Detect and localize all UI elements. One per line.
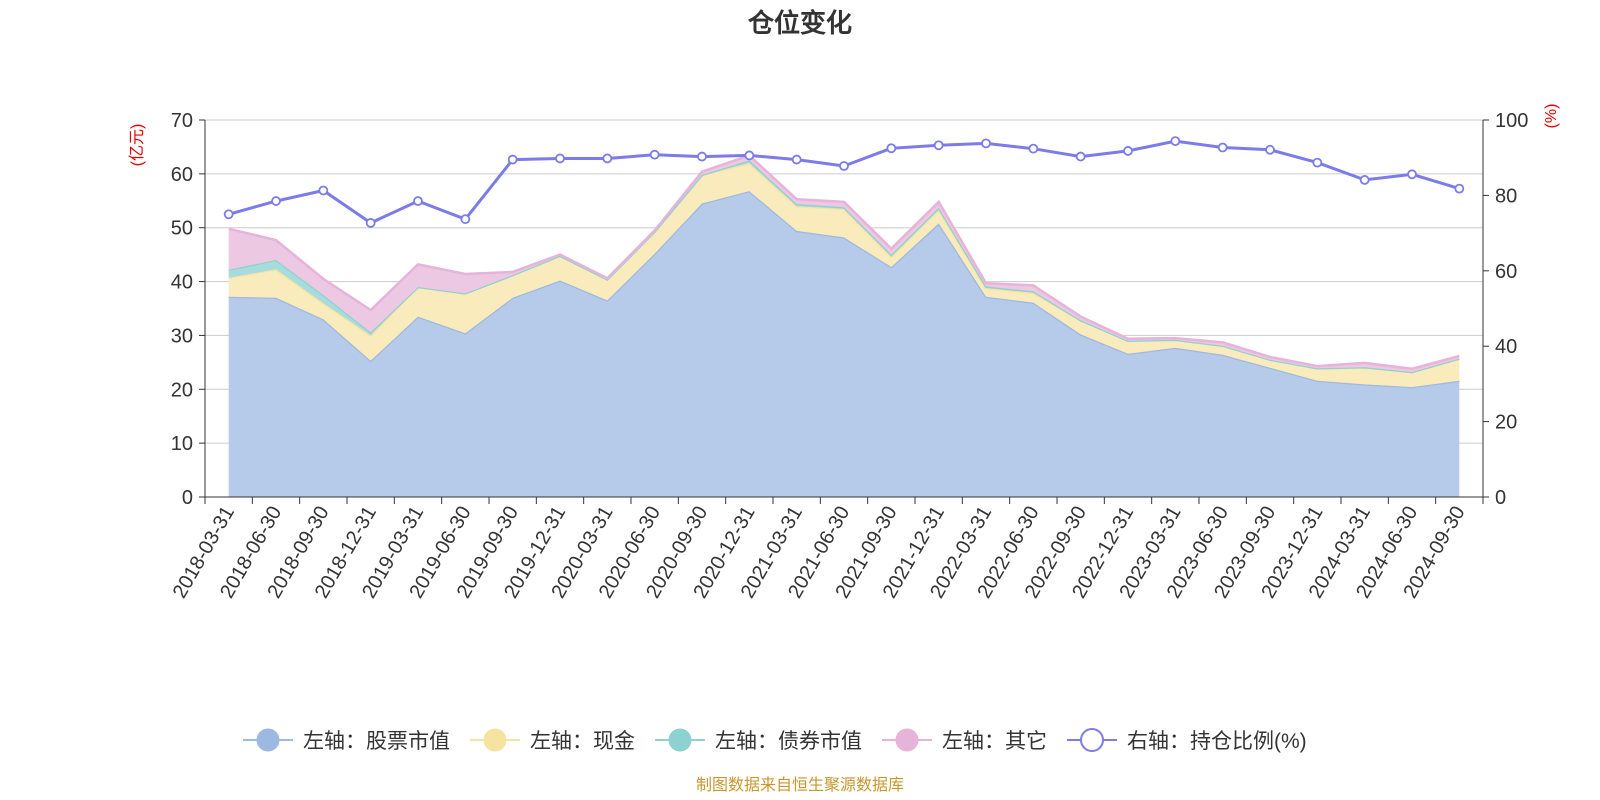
holding-ratio-point (1407, 169, 1417, 180)
area-line-3 (228, 154, 1460, 371)
legend-label: 左轴：现金 (530, 730, 635, 753)
holding-ratio-point (602, 153, 613, 164)
legend-marker (1080, 728, 1104, 752)
legend-label: 左轴：其它 (942, 730, 1047, 753)
left-tick-label: 20 (171, 379, 193, 401)
holding-ratio-point (886, 143, 897, 154)
holding-ratio-point (365, 218, 376, 228)
data-source-note: 制图数据来自恒生聚源数据库 (696, 776, 904, 794)
holding-ratio-point (413, 196, 423, 206)
holding-ratio-point (1454, 183, 1465, 194)
holding-ratio-point (791, 154, 802, 165)
area-0 (228, 191, 1460, 497)
left-tick-label: 30 (171, 325, 193, 347)
holding-ratio-point (649, 149, 660, 160)
holding-ratio-point (555, 153, 565, 164)
right-tick-label: 40 (1495, 336, 1517, 358)
legend: 左轴：股票市值 左轴：现金 左轴：债券市值 左轴：其它 右轴：持仓比例(%) (243, 728, 1307, 753)
holding-ratio-point (1028, 143, 1039, 154)
holding-ratio-point (981, 138, 991, 149)
holding-ratio-point (507, 154, 518, 165)
holding-ratio-point (1075, 151, 1086, 162)
holding-ratio-point (223, 209, 234, 220)
left-tick-label: 60 (171, 164, 193, 186)
holding-ratio-point (1217, 142, 1228, 153)
left-tick-label: 50 (171, 218, 193, 240)
stacked-areas (228, 154, 1460, 497)
left-tick-label: 0 (182, 487, 193, 509)
legend-marker (895, 728, 919, 752)
holding-ratio-point (1359, 175, 1370, 185)
legend-marker (668, 728, 692, 752)
holding-ratio-point (744, 150, 755, 161)
legend-marker (483, 728, 507, 752)
holding-ratio-point (697, 151, 707, 162)
legend-label: 右轴：持仓比例(%) (1127, 730, 1307, 753)
left-tick-label: 10 (171, 433, 193, 455)
holding-ratio-point (933, 140, 944, 151)
legend-label: 左轴：债券市值 (715, 730, 862, 753)
left-tick-label: 40 (171, 272, 193, 294)
holding-ratio-point (1123, 146, 1133, 156)
legend-marker (256, 728, 280, 752)
holding-ratio-point (318, 185, 329, 196)
right-axis-unit: (%) (1543, 104, 1560, 129)
holding-ratio-point (460, 214, 471, 225)
holding-ratio-point (839, 161, 849, 171)
legend-label: 左轴：股票市值 (303, 730, 450, 753)
right-tick-label: 80 (1495, 185, 1517, 207)
right-tick-label: 0 (1495, 487, 1506, 509)
left-tick-label: 70 (171, 110, 193, 132)
holding-ratio-point (271, 196, 281, 206)
right-tick-label: 60 (1495, 261, 1517, 283)
holding-ratio-point (1170, 136, 1181, 147)
holding-ratio-point (1312, 157, 1323, 168)
chart-title: 仓位变化 (747, 8, 852, 38)
holding-ratio-point (1265, 144, 1275, 155)
right-tick-label: 20 (1495, 412, 1517, 434)
left-axis-unit: (亿元) (128, 124, 146, 167)
ratio-line (223, 136, 1465, 228)
right-tick-label: 100 (1495, 110, 1528, 132)
